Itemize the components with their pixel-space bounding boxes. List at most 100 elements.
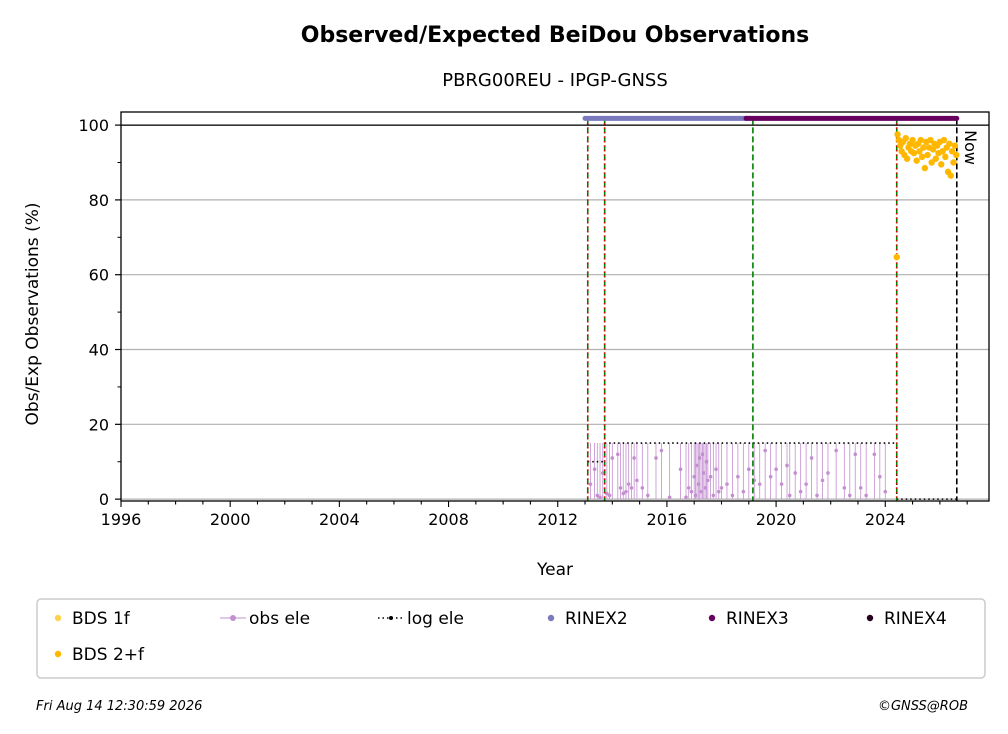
obs-ele-point [696, 482, 701, 486]
obs-ele-point [684, 495, 688, 500]
obs-ele-point [607, 493, 612, 498]
chart-title: Observed/Expected BeiDou Observations [301, 23, 810, 48]
obs-ele-point [595, 493, 600, 498]
obs-ele-point [588, 482, 593, 486]
y-tick-label: 80 [89, 191, 109, 210]
plot-frame [120, 111, 990, 502]
obs-ele-point [768, 474, 773, 479]
obs-ele-point [711, 493, 716, 498]
legend-label: BDS 1f [72, 609, 131, 629]
legend-label: obs ele [249, 609, 310, 629]
bds-2f-point [927, 136, 934, 144]
obs-ele-point [632, 456, 636, 460]
obs-ele-point [695, 463, 699, 468]
legend-item-rinex3: RINEX3 [708, 609, 789, 629]
x-axis-label: Year [536, 560, 573, 580]
bds-2f-point [910, 149, 918, 157]
bds-2f-point [894, 131, 901, 138]
obs-ele-point [741, 489, 746, 494]
obs-ele-point [629, 486, 634, 490]
obs-ele-point [864, 493, 868, 498]
obs-ele-point [834, 448, 838, 453]
obs-ele-point [706, 478, 710, 483]
obs-ele-point [826, 471, 830, 475]
x-tick-label: 2008 [428, 510, 469, 529]
y-tick-label: 0 [99, 490, 109, 509]
bds-2f-point [947, 172, 954, 179]
obs-ele-point [592, 467, 597, 472]
obs-ele-point [646, 493, 650, 498]
obs-ele-point [678, 467, 683, 472]
obs-ele-point [815, 493, 819, 498]
obs-ele-point [618, 486, 623, 490]
legend-item-rinex2: RINEX2 [547, 609, 628, 629]
x-tick-label: 2024 [865, 510, 906, 529]
obs-ele-point [699, 489, 703, 494]
legend-item-obs-ele: obs ele [220, 609, 310, 629]
obs-ele-point [708, 474, 713, 479]
obs-ele-point [757, 482, 762, 486]
legend-item-bds-1f: BDS 1f [54, 609, 131, 629]
legend-marker [389, 616, 393, 620]
bds-2f-point [946, 140, 953, 147]
bds-2f-point [902, 134, 909, 142]
legend-label: RINEX4 [884, 609, 947, 629]
obs-ele-point [697, 456, 702, 460]
x-tick-label: 2000 [210, 510, 251, 529]
legend-marker [866, 614, 874, 622]
obs-ele-point [624, 489, 628, 494]
now-label: Now [961, 130, 980, 165]
legend-label: log ele [407, 609, 464, 629]
obs-ele-point [736, 474, 740, 479]
y-tick-label: 20 [89, 415, 109, 434]
obs-ele-point [883, 489, 888, 494]
x-tick-label: 2004 [319, 510, 360, 529]
bds-2f-point [909, 136, 916, 144]
y-tick-label: 60 [89, 266, 109, 285]
legend-marker [230, 615, 236, 621]
obs-ele-point [600, 471, 605, 475]
obs-ele-point [605, 491, 609, 496]
obs-ele-point [746, 467, 751, 472]
bds-2f-point [913, 157, 920, 164]
x-tick-label: 2020 [756, 510, 797, 529]
bds-2f-point [893, 253, 900, 261]
bds-2f-point [948, 148, 956, 155]
legend-marker [547, 614, 555, 622]
obs-ele-point [701, 471, 706, 475]
obs-ele-point [598, 495, 602, 500]
obs-ele-point [798, 489, 803, 494]
obs-ele-point [872, 452, 877, 457]
bds-2f-point [932, 155, 939, 162]
obs-ele-point [719, 486, 724, 490]
y-tick-label: 100 [78, 116, 109, 135]
bds-2f-point [916, 148, 923, 155]
legend-marker [54, 614, 62, 622]
obs-ele-point [725, 482, 729, 486]
bds-2f-point [929, 146, 937, 153]
obs-ele-point [714, 467, 718, 472]
obs-ele-point [659, 448, 664, 453]
footer-timestamp: Fri Aug 14 12:30:59 2026 [36, 699, 202, 714]
obs-ele-point [779, 482, 784, 486]
obs-ele-point [809, 456, 814, 460]
obs-ele-point [703, 486, 707, 490]
obs-ele-point [730, 493, 735, 498]
bds-2f-point [939, 148, 946, 155]
obs-ele-point [686, 486, 691, 490]
bds-2f-point [950, 159, 957, 166]
legend-item-bds-2-f: BDS 2+f [54, 645, 145, 665]
footer-credit: ©GNSS@ROB [878, 699, 968, 714]
bds-2f-point [903, 155, 911, 162]
bds-2f-point [924, 151, 931, 159]
plot-area: 0 20 40 60 80 100 1996 2000 2004 2008 2012 2016 2020… [78, 111, 990, 529]
obs-ele-point [693, 493, 698, 498]
obs-ele-point [774, 467, 778, 472]
obs-ele-point [621, 491, 626, 496]
legend: BDS 1f obs ele log ele RINEX2 RINEX3 RINEX4 BD… [36, 598, 986, 679]
obs-ele-point [626, 482, 631, 486]
obs-ele-point [787, 493, 792, 498]
legend-marker [54, 650, 62, 658]
obs-ele-point [667, 495, 672, 500]
bds-2f-point [921, 164, 929, 172]
